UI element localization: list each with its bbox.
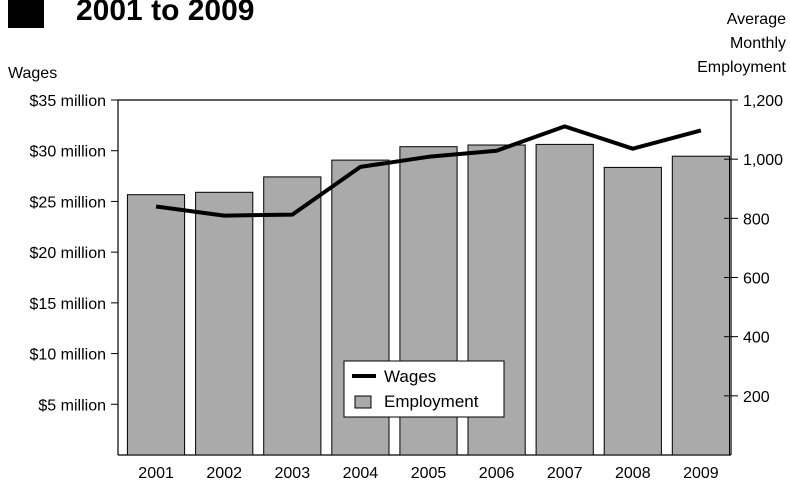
x-tick-label-2008: 2008	[615, 465, 651, 480]
x-tick-label-2006: 2006	[479, 465, 515, 480]
chart-title: 2001 to 2009	[76, 0, 254, 27]
y-right-tick-label: 600	[743, 271, 770, 288]
y-left-tick-label: $15 million	[30, 296, 106, 313]
y-right-tick-label: 1,000	[743, 152, 783, 169]
x-tick-label-2005: 2005	[411, 465, 447, 480]
y-right-axis-title-line-3: Employment	[697, 59, 786, 76]
employment-bar-2001	[126, 194, 186, 456]
wages-line	[155, 124, 702, 218]
employment-bar-2009	[671, 155, 730, 456]
legend-employment-swatch-icon	[354, 395, 372, 409]
x-tick-label-2003: 2003	[275, 465, 311, 480]
legend-wages-label: Wages	[384, 367, 436, 386]
legend-box	[343, 360, 505, 418]
y-right-tick-label: 200	[743, 389, 770, 406]
y-right-ticks: 200 400 600 800 1,000 1,200	[724, 93, 783, 406]
employment-bar-2007	[535, 143, 594, 456]
y-left-tick-label: $25 million	[30, 194, 106, 211]
employment-bar-2008	[603, 166, 662, 456]
employment-bar-2003	[263, 176, 322, 456]
y-left-tick-label: $30 million	[30, 144, 106, 161]
employment-bar-2002	[195, 191, 254, 456]
y-right-tick-label: 400	[743, 330, 770, 347]
y-right-axis-title-line-1: Average	[727, 11, 786, 28]
legend: Wages Employment	[343, 360, 505, 418]
x-tick-label-2009: 2009	[683, 465, 719, 480]
y-left-tick-label: $5 million	[38, 397, 106, 414]
x-tick-label-2001: 2001	[138, 465, 174, 480]
x-tick-labels: 2001 2002 2003 2004 2005 2006 2007 2008 2009	[138, 465, 718, 480]
title-square-icon	[8, 0, 44, 28]
x-tick-label-2002: 2002	[206, 465, 242, 480]
employment-bars	[126, 143, 730, 456]
wages-line-series	[155, 124, 702, 218]
y-left-tick-label: $20 million	[30, 245, 106, 262]
x-tick-label-2004: 2004	[343, 465, 379, 480]
x-tick-label-2007: 2007	[547, 465, 583, 480]
y-left-tick-label: $35 million	[30, 93, 106, 110]
y-left-ticks: $5 million $10 million $15 million $20 mill…	[30, 93, 118, 414]
legend-employment-label: Employment	[384, 392, 479, 411]
y-left-tick-label: $10 million	[30, 347, 106, 364]
y-left-axis-title: Wages	[8, 65, 57, 82]
y-right-axis-title-line-2: Monthly	[730, 35, 786, 52]
y-right-tick-label: 800	[743, 211, 770, 228]
y-right-tick-label: 1,200	[743, 93, 783, 110]
